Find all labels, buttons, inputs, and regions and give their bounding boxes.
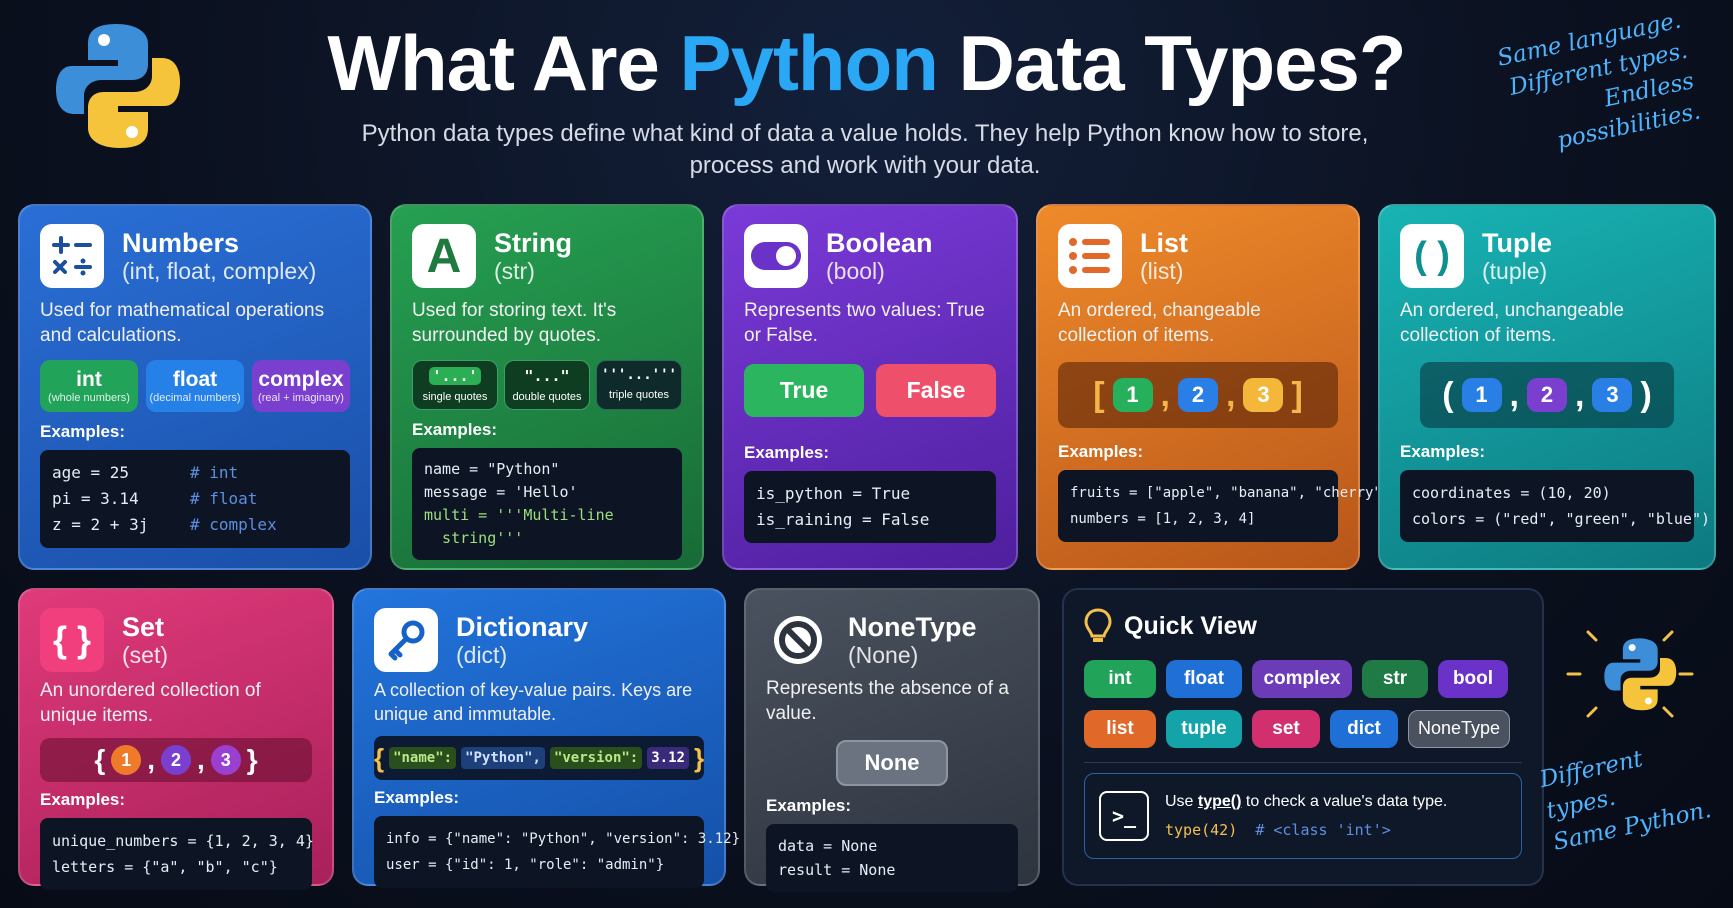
list-visual: [ 1, 2, 3 ] xyxy=(1058,362,1338,428)
card-description: Used for mathematical operations and cal… xyxy=(40,300,325,346)
list-card: List (list) An ordered, changeable colle… xyxy=(1036,204,1390,570)
toggle-icon xyxy=(744,224,808,288)
examples-label: Examples: xyxy=(374,788,460,807)
type-pill-int: int (whole numbers) xyxy=(40,360,138,412)
card-subtitle: (tuple) xyxy=(1482,258,1548,284)
card-subtitle: (bool) xyxy=(826,258,885,284)
card-description: A collection of key-value pairs. Keys ar… xyxy=(374,680,693,724)
quick-pill-int: int xyxy=(1084,660,1156,698)
type-pill-complex: complex (real + imaginary) xyxy=(252,360,350,412)
code-block: data = None result = None xyxy=(766,824,1018,892)
dict-card: Dictionary (dict) A collection of key-va… xyxy=(352,588,740,888)
true-value: True xyxy=(744,364,864,417)
set-card: { } Set (set) An unordered collection of… xyxy=(18,588,334,890)
quote-type-double: "..." double quotes xyxy=(504,360,590,410)
key-icon xyxy=(374,608,438,672)
math-operators-icon xyxy=(40,224,104,288)
list-icon xyxy=(1058,224,1122,288)
quote-type-triple: '''...''' triple quotes xyxy=(596,360,682,410)
examples-label: Examples: xyxy=(766,796,852,815)
page-subtitle: Python data types define what kind of da… xyxy=(361,120,1369,179)
none-card: NoneType (None) Represents the absence o… xyxy=(744,588,1040,892)
examples-label: Examples: xyxy=(40,790,126,809)
quick-pill-set: set xyxy=(1252,710,1320,748)
quick-pill-str: str xyxy=(1362,660,1428,698)
python-logo-small-icon xyxy=(1566,630,1694,718)
quick-pill-bool: bool xyxy=(1438,660,1508,698)
examples-label: Examples: xyxy=(40,422,126,441)
card-title: String xyxy=(494,228,572,258)
quick-view-panel: Quick View int float complex str bool li… xyxy=(1062,588,1544,886)
prohibited-icon xyxy=(766,608,830,672)
card-subtitle: (int, float, complex) xyxy=(122,258,317,284)
divider xyxy=(1084,762,1522,763)
card-subtitle: (set) xyxy=(122,642,168,668)
numbers-card: Numbers (int, float, complex) Used for m… xyxy=(18,204,372,570)
card-description: Represents two values: True or False. xyxy=(744,300,985,346)
quick-pill-dict: dict xyxy=(1330,710,1398,748)
terminal-icon: >_ xyxy=(1099,791,1149,841)
quick-pill-tuple: tuple xyxy=(1166,710,1242,748)
parentheses-icon: ( ) xyxy=(1400,224,1464,288)
code-block: age = 25 # int pi = 3.14 # float z = 2 + 3j #… xyxy=(40,450,350,548)
code-block: is_python = True is_raining = False xyxy=(744,471,996,543)
code-block: info = {"name": "Python", "version": 3.1… xyxy=(374,816,740,888)
card-description: Used for storing text. It's surrounded b… xyxy=(412,300,617,346)
card-title: Quick View xyxy=(1124,612,1257,640)
quick-pill-float: float xyxy=(1166,660,1242,698)
card-description: Represents the absence of a value. xyxy=(766,678,1009,724)
slogan-bottom: Different types. Same Python. xyxy=(1537,745,1714,856)
card-description: An ordered, unchangeable collection of i… xyxy=(1400,300,1624,346)
python-logo-icon xyxy=(56,24,180,148)
card-title: Numbers xyxy=(122,228,240,258)
page-title: What Are Python Data Types? xyxy=(327,19,1406,107)
tuple-visual: ( 1, 2, 3 ) xyxy=(1420,362,1674,428)
card-title: List xyxy=(1140,228,1189,258)
card-subtitle: (None) xyxy=(848,642,919,668)
quick-pill-nonetype: NoneType xyxy=(1408,710,1510,748)
card-title: Tuple xyxy=(1482,228,1552,258)
dict-visual: { "name": "Python", "version": 3.12 } xyxy=(374,736,704,780)
card-title: NoneType xyxy=(848,612,977,642)
string-card: A String (str) Used for storing text. It… xyxy=(390,204,704,570)
quick-pill-complex: complex xyxy=(1252,660,1352,698)
card-title: Dictionary xyxy=(456,612,589,642)
code-block: name = "Python" message = 'Hello' multi = … xyxy=(412,448,682,560)
examples-label: Examples: xyxy=(1058,442,1144,461)
tuple-card: ( ) Tuple (tuple) An ordered, unchangeab… xyxy=(1378,204,1716,570)
card-subtitle: (dict) xyxy=(456,642,508,668)
false-value: False xyxy=(876,364,996,417)
card-subtitle: (str) xyxy=(494,258,535,284)
lightbulb-icon xyxy=(1084,608,1112,642)
card-description: An unordered collection of unique items. xyxy=(40,680,261,726)
card-title: Set xyxy=(122,612,165,642)
boolean-card: Boolean (bool) Represents two values: Tr… xyxy=(722,204,1018,570)
set-visual: { 1, 2, 3 } xyxy=(40,738,312,782)
none-value: None xyxy=(836,740,948,786)
examples-label: Examples: xyxy=(744,443,830,462)
examples-label: Examples: xyxy=(412,420,498,439)
card-subtitle: (list) xyxy=(1140,258,1184,284)
letter-a-icon: A xyxy=(412,224,476,288)
card-description: An ordered, changeable collection of ite… xyxy=(1058,300,1261,346)
type-pill-float: float (decimal numbers) xyxy=(146,360,244,412)
quote-type-single: '...' single quotes xyxy=(412,360,498,410)
curly-braces-icon: { } xyxy=(40,608,104,672)
examples-label: Examples: xyxy=(1400,442,1486,461)
card-title: Boolean xyxy=(826,228,933,258)
code-block: coordinates = (10, 20) colors = ("red", "… xyxy=(1400,470,1710,542)
quick-pill-list: list xyxy=(1084,710,1156,748)
code-block: fruits = ["apple", "banana", "cherry"] nu… xyxy=(1058,470,1390,542)
code-block: unique_numbers = {1, 2, 3, 4} letters = {… xyxy=(40,818,314,890)
type-tip: >_ Use type() to check a value's data ty… xyxy=(1084,773,1522,859)
